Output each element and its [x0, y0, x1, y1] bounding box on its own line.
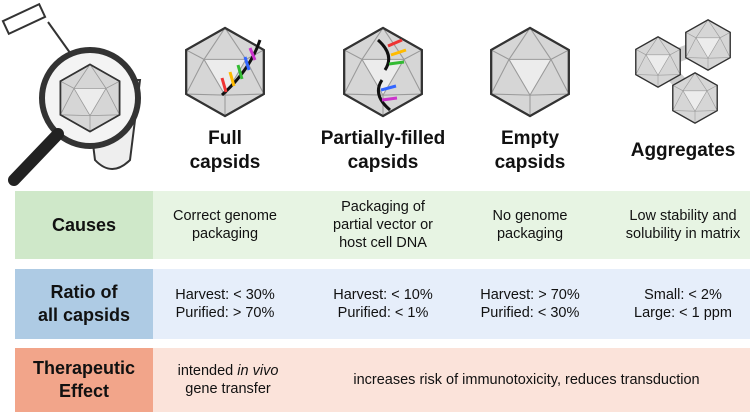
- row-label: Ratio of all capsids: [15, 269, 153, 339]
- text-line: capsids: [494, 152, 566, 173]
- text-line: Purified: < 30%: [480, 305, 580, 321]
- text-line: packaging: [496, 226, 564, 242]
- text-line: Purified: < 1%: [337, 305, 429, 321]
- text-line: Purified: > 70%: [175, 305, 275, 321]
- tube-magnifier: [1, 2, 142, 186]
- row-label: Causes: [15, 191, 153, 259]
- cell: Harvest: < 30% Purified: > 70%: [149, 269, 301, 339]
- text-line: Small: < 2%: [644, 287, 722, 303]
- text-line: Harvest: < 30%: [175, 287, 275, 303]
- text-line: Partially-filled: [320, 128, 446, 149]
- causes-row-bg: [153, 191, 750, 259]
- cell-line: increases risk of immunotoxicity, reduce…: [353, 372, 700, 388]
- ratio-row-bg: [153, 269, 750, 339]
- effect-full: intended in vivo gene transfer: [153, 348, 303, 412]
- text-line: capsids: [189, 152, 261, 173]
- full-dna: [220, 39, 262, 97]
- text-line: Low stability and: [629, 208, 737, 224]
- column-header: Aggregates: [603, 120, 750, 182]
- partial-dna: [376, 38, 407, 112]
- text-line: Large: < 1 ppm: [634, 305, 732, 321]
- column-header: Empty capsids: [450, 120, 610, 182]
- text-line: solubility in matrix: [625, 226, 741, 242]
- text-line: Therapeutic: [32, 358, 136, 378]
- text-line: host cell DNA: [339, 235, 427, 251]
- cell: Correct genome packaging: [149, 191, 301, 259]
- text-line: Effect: [58, 381, 109, 401]
- cell: Harvest: < 10% Purified: < 1%: [307, 269, 459, 339]
- text-line: Full: [208, 128, 242, 149]
- text-line: packaging: [191, 226, 259, 242]
- icons: [1, 2, 731, 186]
- text-line: Aggregates: [630, 140, 736, 161]
- effect-row-bg: [153, 348, 750, 412]
- text-line: Packaging of: [341, 199, 425, 215]
- text-line: Causes: [51, 214, 117, 235]
- text-line: Harvest: > 70%: [480, 287, 580, 303]
- text-line: No genome: [492, 208, 568, 224]
- effect-others: increases risk of immunotoxicity, reduce…: [303, 348, 750, 412]
- full-capsid-icon: [185, 26, 265, 118]
- text-line: all capsids: [37, 305, 131, 325]
- cell: Low stability and solubility in matrix: [607, 191, 750, 259]
- row-label: Therapeutic Effect: [15, 348, 153, 412]
- cell: Small: < 2% Large: < 1 ppm: [607, 269, 750, 339]
- cell: No genome packaging: [454, 191, 606, 259]
- cell-line: gene transfer: [185, 381, 271, 397]
- text-line: Harvest: < 10%: [333, 287, 433, 303]
- cell-line: intended in vivo: [178, 362, 279, 380]
- text-line: Ratio of: [50, 282, 118, 302]
- text-line: partial vector or: [333, 217, 433, 233]
- text-line: capsids: [347, 152, 419, 173]
- cell-text: intended: [177, 363, 234, 379]
- column-header: Partially-filled capsids: [303, 120, 463, 182]
- text-line: Correct genome: [173, 208, 277, 224]
- text-line: Empty: [500, 128, 560, 149]
- cell: Packaging of partial vector or host cell D…: [307, 191, 459, 259]
- cell-italic: in vivo: [237, 363, 279, 379]
- aggregates-icon: [635, 19, 731, 124]
- cell: Harvest: > 70% Purified: < 30%: [454, 269, 606, 339]
- column-header: Full capsids: [145, 120, 305, 182]
- empty-capsid-icon: [490, 26, 570, 118]
